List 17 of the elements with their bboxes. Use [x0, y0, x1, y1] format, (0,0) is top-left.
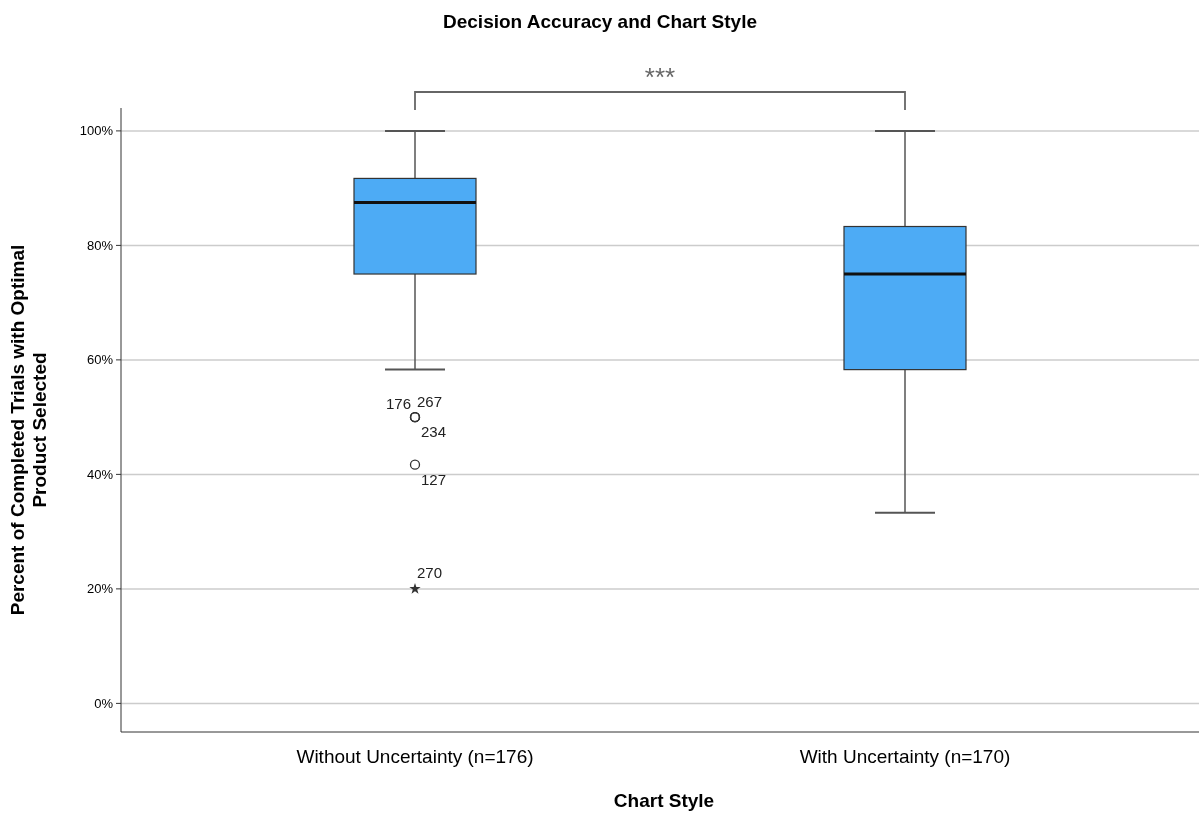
annotation: 270	[417, 563, 443, 581]
annotation: 176	[385, 395, 411, 413]
annotation: 234	[421, 423, 447, 441]
y-tick-label: 0%	[94, 695, 114, 711]
x-axis-title: Chart Style	[613, 790, 715, 811]
chart-title: Decision Accuracy and Chart Style	[443, 11, 757, 32]
y-tick-label: 40%	[86, 466, 114, 482]
y-tick-label: 80%	[86, 237, 114, 253]
y-tick-label: 100%	[79, 123, 114, 139]
annotation: 127	[421, 470, 447, 488]
y-tick-label: 20%	[86, 581, 114, 597]
x-tick-label: With Uncertainty (n=170)	[799, 746, 1011, 767]
y-axis-title: Percent of Completed Trials with Optimal Product Selected	[7, 244, 50, 616]
y-tick-label: 60%	[86, 352, 114, 368]
x-tick-label: Without Uncertainty (n=176)	[296, 746, 534, 767]
annotation: 267	[417, 393, 443, 411]
text: ***	[644, 62, 676, 92]
